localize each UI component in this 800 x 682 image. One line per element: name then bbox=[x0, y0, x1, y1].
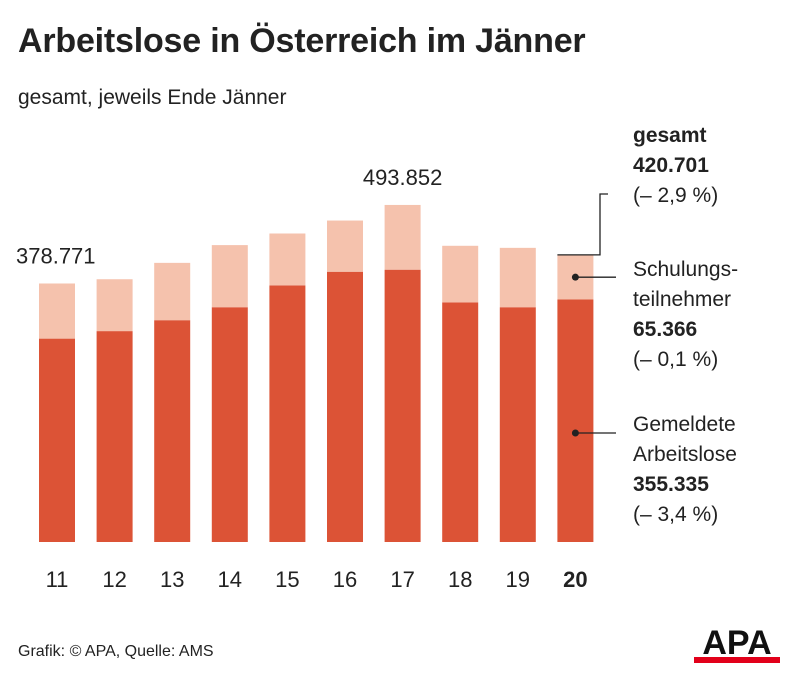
bar-training-15 bbox=[269, 233, 306, 286]
bar-registered-20 bbox=[557, 299, 594, 542]
x-tick-label-12: 12 bbox=[102, 567, 126, 592]
bar-registered-13 bbox=[154, 320, 191, 542]
annotation-training-change: (– 0,1 %) bbox=[633, 348, 719, 371]
bar-training-13 bbox=[154, 262, 191, 321]
annotation-training-label-2: teilnehmer bbox=[633, 288, 732, 311]
leader-line-total bbox=[557, 193, 608, 256]
chart-subtitle: gesamt, jeweils Ende Jänner bbox=[18, 86, 287, 109]
x-tick-label-16: 16 bbox=[333, 567, 357, 592]
bar-registered-15 bbox=[269, 285, 306, 542]
bar-training-12 bbox=[96, 279, 133, 332]
bar-training-14 bbox=[211, 245, 248, 308]
annotation-training-label-1: Schulungs- bbox=[633, 258, 739, 281]
annotation-registered: Gemeldete Arbeitslose 355.335 (– 3,4 %) bbox=[633, 410, 737, 530]
value-label-17: 493.852 bbox=[363, 165, 443, 190]
x-tick-label-11: 11 bbox=[46, 567, 69, 592]
bar-training-18 bbox=[442, 245, 479, 303]
x-tick-label-18: 18 bbox=[448, 567, 472, 592]
x-tick-label-17: 17 bbox=[390, 567, 414, 592]
value-label-11: 378.771 bbox=[16, 243, 96, 268]
annotation-training: Schulungs- teilnehmer 65.366 (– 0,1 %) bbox=[633, 255, 738, 375]
bar-training-11 bbox=[39, 283, 75, 339]
annotation-registered-label-1: Gemeldete bbox=[633, 413, 736, 436]
annotation-registered-label-2: Arbeitslose bbox=[633, 443, 737, 466]
bar-training-19 bbox=[499, 247, 536, 308]
annotation-total-value: 420.701 bbox=[633, 154, 709, 177]
apa-logo: APA bbox=[694, 626, 780, 663]
bar-training-17 bbox=[384, 204, 421, 270]
annotation-total: gesamt 420.701 (– 2,9 %) bbox=[633, 121, 718, 211]
bar-training-16 bbox=[327, 220, 363, 272]
bar-registered-12 bbox=[96, 331, 133, 542]
bar-registered-14 bbox=[211, 307, 248, 542]
annotation-registered-value: 355.335 bbox=[633, 473, 709, 496]
apa-logo-bar bbox=[694, 657, 780, 663]
x-tick-label-13: 13 bbox=[160, 567, 184, 592]
chart-title: Arbeitslose in Österreich im Jänner bbox=[18, 22, 586, 60]
annotation-training-value: 65.366 bbox=[633, 318, 698, 341]
source-footer: Grafik: © APA, Quelle: AMS bbox=[18, 643, 214, 660]
x-tick-label-14: 14 bbox=[218, 567, 242, 592]
x-tick-label-19: 19 bbox=[506, 567, 530, 592]
bar-registered-11 bbox=[39, 338, 75, 542]
x-tick-label-15: 15 bbox=[275, 567, 299, 592]
bar-registered-19 bbox=[499, 307, 536, 542]
annotation-total-change: (– 2,9 %) bbox=[633, 184, 719, 207]
bar-registered-18 bbox=[442, 302, 479, 542]
annotation-registered-change: (– 3,4 %) bbox=[633, 503, 719, 526]
x-tick-label-20: 20 bbox=[563, 567, 587, 592]
apa-logo-text: APA bbox=[702, 626, 771, 662]
bar-registered-17 bbox=[384, 269, 421, 542]
bar-registered-16 bbox=[327, 271, 363, 542]
annotation-total-label: gesamt bbox=[633, 124, 707, 147]
